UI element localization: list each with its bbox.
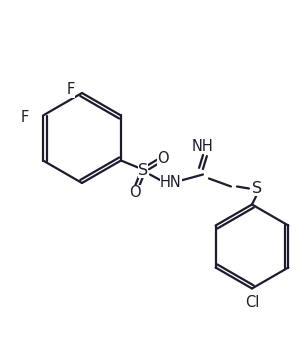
Text: S: S (252, 181, 262, 196)
Text: NH: NH (192, 139, 214, 154)
Text: F: F (67, 83, 75, 97)
Text: F: F (21, 110, 29, 125)
Text: HN: HN (160, 175, 182, 190)
Text: S: S (138, 163, 148, 178)
Text: O: O (129, 185, 141, 200)
Text: Cl: Cl (245, 295, 259, 310)
Text: O: O (157, 151, 169, 166)
